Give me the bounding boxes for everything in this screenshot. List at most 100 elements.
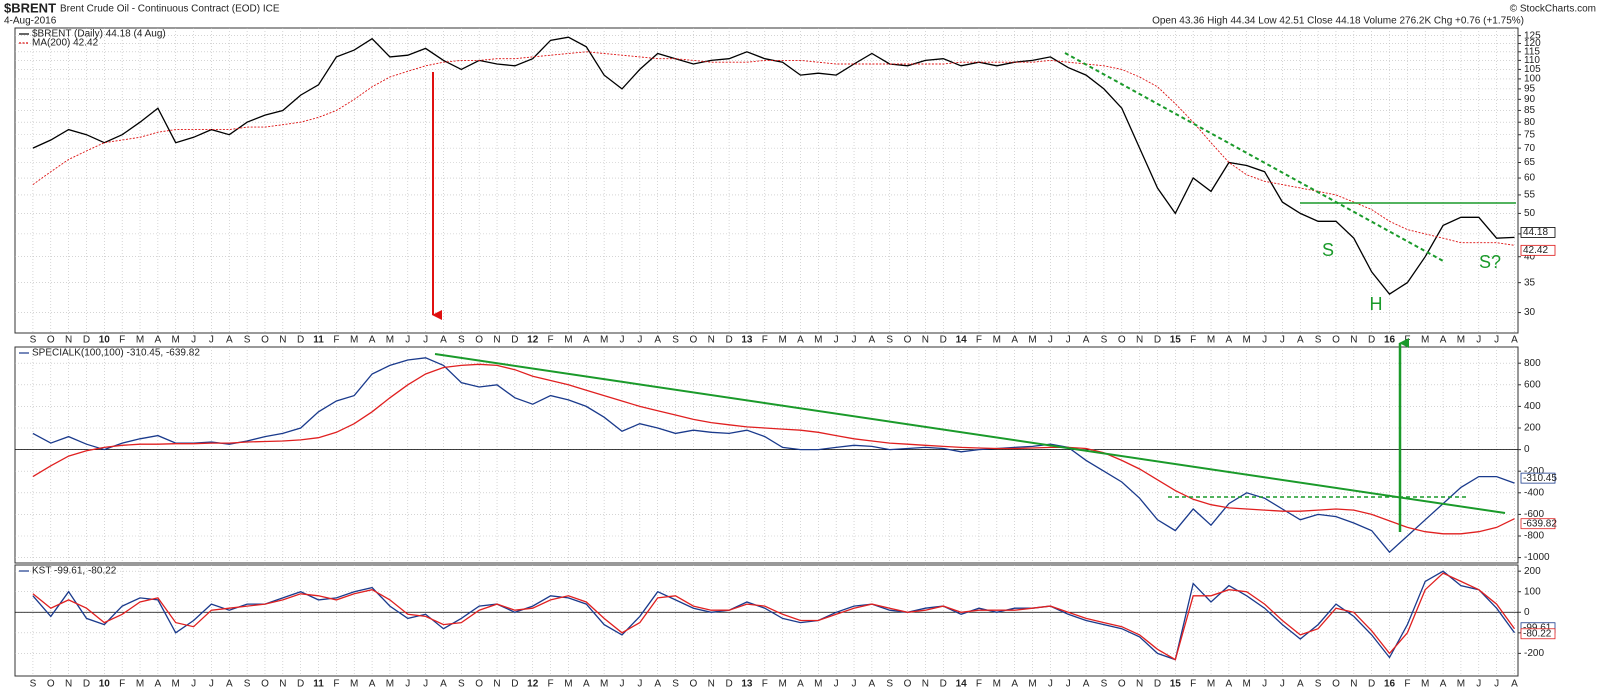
annotation: H <box>1370 294 1383 314</box>
x-tick-label: M <box>564 335 572 346</box>
quote: Open 43.36 High 44.34 Low 42.51 Close 44… <box>1152 16 1524 27</box>
x-tick-label: A <box>1083 335 1090 346</box>
x-tick-label: 15 <box>1170 335 1182 346</box>
x-tick-label: M <box>1421 335 1429 346</box>
x-tick-label: J <box>834 335 839 346</box>
x-tick-label: M <box>1421 679 1429 690</box>
x-tick-label: O <box>1332 679 1340 690</box>
x-tick-label: N <box>493 679 500 690</box>
y-tick-label: 100 <box>1524 74 1541 85</box>
x-tick-label: D <box>297 335 304 346</box>
y-tick-label: 120 <box>1524 38 1541 49</box>
x-tick-label: J <box>191 335 196 346</box>
panel-legend: KST -99.61, -80.22 <box>32 566 117 577</box>
x-tick-label: D <box>940 335 947 346</box>
x-tick-label: M <box>1457 679 1465 690</box>
x-tick-label: A <box>369 335 376 346</box>
y-tick-label: -1000 <box>1524 552 1550 563</box>
x-tick-label: M <box>1457 335 1465 346</box>
y-tick-label: 55 <box>1524 190 1536 201</box>
y-tick-label: 115 <box>1524 46 1540 57</box>
x-tick-label: O <box>475 335 483 346</box>
series-line <box>32 36 1515 295</box>
x-tick-label: J <box>852 679 857 690</box>
series-line <box>32 363 1515 535</box>
y-tick-label: 60 <box>1524 173 1536 184</box>
x-tick-label: J <box>637 679 642 690</box>
x-tick-label: 11 <box>313 679 324 690</box>
x-tick-label: J <box>423 679 428 690</box>
date: 4-Aug-2016 <box>4 16 57 27</box>
x-tick-label: M <box>350 335 358 346</box>
value-tag-box <box>1520 472 1556 484</box>
x-tick-label: A <box>1226 679 1233 690</box>
x-tick-label: M <box>350 679 358 690</box>
x-tick-label: J <box>1476 679 1481 690</box>
x-tick-label: M <box>1028 679 1036 690</box>
x-tick-label: D <box>1368 679 1375 690</box>
x-tick-label: N <box>922 335 929 346</box>
value-tag: -99.61 <box>1523 622 1552 633</box>
legend-entry: MA(200) 42.42 <box>32 38 99 49</box>
x-tick-label: F <box>548 679 554 690</box>
x-tick-label: J <box>1494 679 1499 690</box>
value-tag-box <box>1520 227 1556 238</box>
x-tick-label: J <box>1048 335 1053 346</box>
x-tick-label: S <box>1101 679 1108 690</box>
y-tick-label: 125 <box>1524 30 1541 41</box>
x-tick-label: J <box>1476 335 1481 346</box>
series-line <box>32 51 1515 246</box>
y-tick-label: 70 <box>1524 143 1536 154</box>
x-tick-label: D <box>511 335 518 346</box>
x-tick-label: N <box>1136 679 1143 690</box>
x-tick-label: J <box>191 679 196 690</box>
x-tick-label: N <box>65 335 72 346</box>
x-tick-label: A <box>797 679 804 690</box>
x-tick-label: O <box>689 679 697 690</box>
x-tick-label: D <box>1154 679 1161 690</box>
x-tick-label: A <box>1297 335 1304 346</box>
x-tick-label: A <box>369 679 376 690</box>
x-tick-label: N <box>708 335 715 346</box>
x-tick-label: 12 <box>527 335 539 346</box>
x-tick-label: M <box>600 679 608 690</box>
x-tick-label: F <box>762 679 768 690</box>
x-tick-label: M <box>386 335 394 346</box>
x-tick-label: A <box>583 335 590 346</box>
x-tick-label: M <box>136 679 144 690</box>
x-tick-label: J <box>1048 679 1053 690</box>
y-tick-label: 0 <box>1524 607 1530 618</box>
x-tick-label: F <box>762 335 768 346</box>
x-tick-label: 10 <box>99 679 111 690</box>
x-tick-label: D <box>1368 335 1375 346</box>
y-tick-label: 90 <box>1524 94 1536 105</box>
value-tag: -310.45 <box>1523 473 1557 484</box>
x-tick-label: M <box>993 679 1001 690</box>
series-line <box>32 357 1515 554</box>
x-tick-label: O <box>47 335 55 346</box>
x-tick-label: O <box>904 335 912 346</box>
x-tick-label: J <box>1280 679 1285 690</box>
x-tick-label: O <box>47 679 55 690</box>
trendline <box>1064 52 1446 263</box>
x-tick-label: M <box>1028 335 1036 346</box>
x-tick-label: J <box>1494 335 1499 346</box>
x-tick-label: O <box>261 335 269 346</box>
y-tick-label: -200 <box>1524 648 1544 659</box>
x-tick-label: J <box>1066 335 1071 346</box>
x-tick-label: D <box>297 679 304 690</box>
x-tick-label: S <box>244 679 251 690</box>
series-line <box>32 570 1516 661</box>
x-tick-label: A <box>440 335 447 346</box>
y-tick-label: 95 <box>1524 84 1536 95</box>
x-tick-label: M <box>1243 679 1251 690</box>
x-tick-label: 13 <box>741 679 753 690</box>
x-tick-label: S <box>1315 679 1322 690</box>
value-tag-box <box>1520 518 1556 530</box>
x-tick-label: S <box>458 679 465 690</box>
value-tag-box <box>1520 628 1556 640</box>
x-tick-label: M <box>993 335 1001 346</box>
x-tick-label: A <box>797 335 804 346</box>
